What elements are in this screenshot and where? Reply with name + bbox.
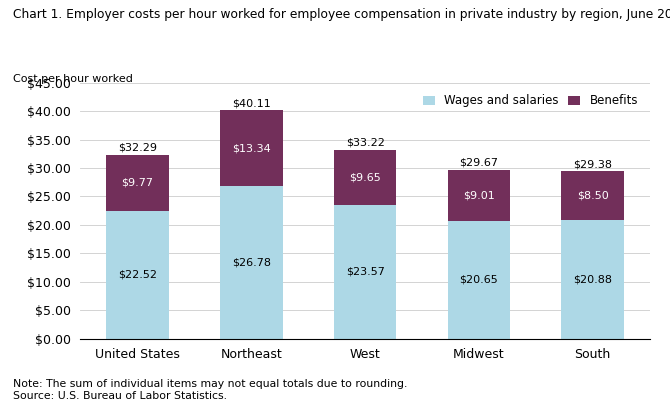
- Text: $29.38: $29.38: [574, 159, 612, 169]
- Text: $9.77: $9.77: [121, 178, 153, 188]
- Text: $29.67: $29.67: [460, 157, 498, 168]
- Bar: [561, 171, 624, 220]
- Text: $13.34: $13.34: [232, 143, 271, 153]
- Bar: [107, 211, 169, 339]
- Text: $9.01: $9.01: [463, 190, 495, 201]
- Bar: [448, 170, 511, 221]
- Text: Note: The sum of individual items may not equal totals due to rounding.
Source: : Note: The sum of individual items may no…: [13, 379, 408, 401]
- Text: $20.65: $20.65: [460, 275, 498, 285]
- Text: $33.22: $33.22: [346, 138, 385, 147]
- Bar: [561, 220, 624, 339]
- Bar: [334, 150, 397, 204]
- Text: Cost per hour worked: Cost per hour worked: [13, 74, 133, 84]
- Bar: [107, 155, 169, 211]
- Text: $32.29: $32.29: [118, 142, 157, 153]
- Bar: [220, 186, 283, 339]
- Legend: Wages and salaries, Benefits: Wages and salaries, Benefits: [417, 88, 644, 113]
- Text: $40.11: $40.11: [232, 98, 271, 108]
- Text: $8.50: $8.50: [577, 191, 608, 201]
- Text: $9.65: $9.65: [349, 172, 381, 182]
- Text: $26.78: $26.78: [232, 257, 271, 268]
- Text: $20.88: $20.88: [574, 274, 612, 284]
- Bar: [334, 204, 397, 339]
- Bar: [448, 221, 511, 339]
- Bar: [220, 110, 283, 186]
- Text: Chart 1. Employer costs per hour worked for employee compensation in private ind: Chart 1. Employer costs per hour worked …: [13, 8, 670, 21]
- Text: $23.57: $23.57: [346, 267, 385, 277]
- Text: $22.52: $22.52: [118, 270, 157, 280]
